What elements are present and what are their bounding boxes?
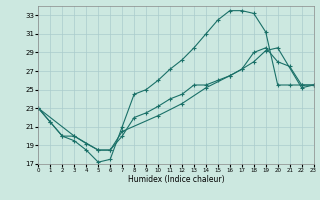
X-axis label: Humidex (Indice chaleur): Humidex (Indice chaleur): [128, 175, 224, 184]
